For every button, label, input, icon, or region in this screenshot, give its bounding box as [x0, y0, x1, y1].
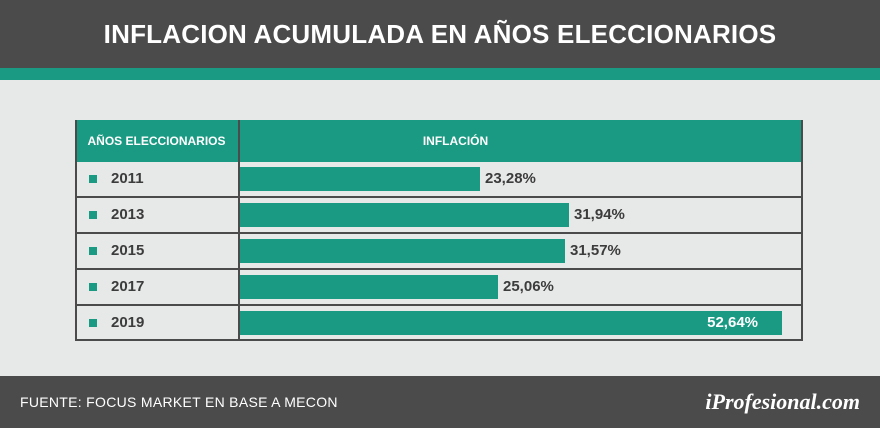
row-bullet — [89, 319, 97, 327]
column-header-inflation: INFLACIÓN — [422, 134, 489, 148]
row-bullet — [89, 175, 97, 183]
bar-value-label: 52,64% — [707, 314, 758, 331]
footer-bar: FUENTE: FOCUS MARKET EN BASE A MECON iPr… — [0, 376, 880, 428]
row-divider — [75, 196, 803, 198]
row-divider — [75, 304, 803, 306]
row-divider — [75, 268, 803, 270]
table-header: AÑOS ELECCIONARIOS INFLACIÓN — [75, 120, 803, 162]
year-label: 2019 — [111, 314, 145, 331]
accent-stripe — [0, 68, 880, 80]
column-divider — [238, 120, 240, 341]
inflation-bar — [240, 203, 569, 227]
year-label: 2011 — [111, 170, 144, 187]
inflation-bar — [240, 311, 782, 335]
column-header-years: AÑOS ELECCIONARIOS — [87, 134, 226, 148]
bar-value-label: 31,94% — [574, 206, 625, 223]
inflation-bar — [240, 239, 565, 263]
inflation-bar — [240, 275, 498, 299]
inflation-bar — [240, 167, 480, 191]
table-row: 2019 52,64% — [75, 306, 803, 340]
bar-value-label: 23,28% — [485, 170, 536, 187]
year-label: 2013 — [111, 206, 145, 223]
table-row: 2013 31,94% — [75, 198, 803, 232]
row-divider — [75, 232, 803, 234]
page-title: INFLACION ACUMULADA EN AÑOS ELECCIONARIO… — [103, 18, 777, 49]
table-row: 2011 23,28% — [75, 162, 803, 196]
year-label: 2015 — [111, 242, 145, 259]
table-row: 2017 25,06% — [75, 270, 803, 304]
row-bullet — [89, 283, 97, 291]
header-bar: INFLACION ACUMULADA EN AÑOS ELECCIONARIO… — [0, 0, 880, 68]
row-bullet — [89, 247, 97, 255]
bar-value-label: 25,06% — [503, 278, 554, 295]
source-note: FUENTE: FOCUS MARKET EN BASE A MECON — [20, 394, 338, 410]
bar-value-label: 31,57% — [570, 242, 621, 259]
inflation-table: AÑOS ELECCIONARIOS INFLACIÓN 2011 23,28% 2… — [75, 120, 803, 341]
row-bullet — [89, 211, 97, 219]
table-row: 2015 31,57% — [75, 234, 803, 268]
year-label: 2017 — [111, 278, 145, 295]
brand-logo: iProfesional.com — [705, 389, 860, 414]
